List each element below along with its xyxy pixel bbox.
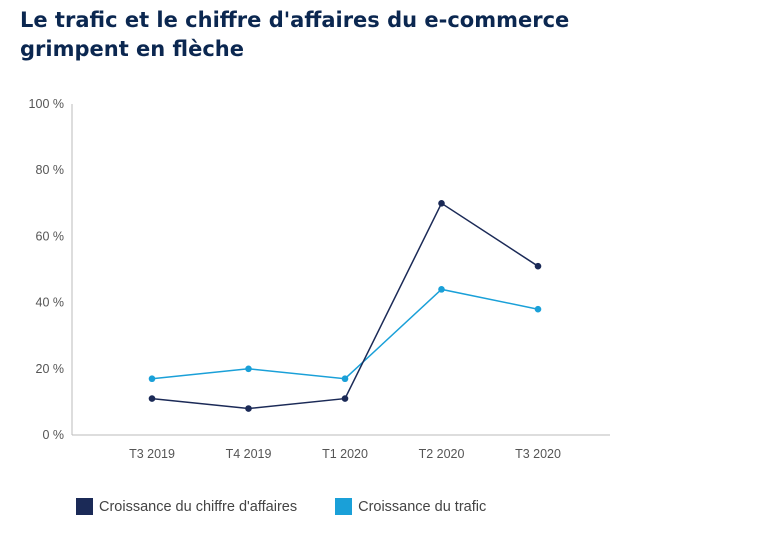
data-point-revenue	[534, 262, 542, 270]
y-tick-label: 100 %	[29, 97, 64, 111]
y-tick-label: 0 %	[42, 428, 64, 442]
legend-item-revenue: Croissance du chiffre d'affaires	[76, 498, 297, 515]
y-tick-label: 80 %	[36, 163, 65, 177]
x-tick-label: T4 2019	[226, 447, 272, 461]
x-tick-label: T3 2019	[129, 447, 175, 461]
y-tick-label: 40 %	[36, 296, 65, 310]
y-tick-label: 60 %	[36, 229, 65, 243]
data-point-traffic	[438, 286, 445, 293]
series-line-traffic	[151, 288, 539, 380]
legend: Croissance du chiffre d'affaires Croissa…	[76, 498, 524, 515]
data-point-traffic	[245, 365, 252, 373]
data-point-revenue	[148, 395, 156, 402]
data-point-traffic	[341, 375, 349, 383]
y-tick-label: 20 %	[36, 362, 65, 376]
legend-swatch-traffic	[335, 498, 353, 515]
legend-label-revenue: Croissance du chiffre d'affaires	[99, 498, 298, 515]
data-point-revenue	[341, 395, 349, 402]
legend-swatch-revenue	[76, 498, 93, 515]
legend-label-traffic: Croissance du trafic	[358, 498, 487, 515]
data-point-revenue	[438, 200, 445, 207]
x-tick-label: T1 2020	[322, 447, 368, 461]
x-tick-label: T3 2020	[515, 447, 561, 461]
chart-title: Le trafic et le chiffre d'affaires du e-…	[20, 8, 570, 61]
legend-item-traffic: Croissance du trafic	[335, 498, 486, 515]
data-point-traffic	[534, 305, 542, 313]
data-point-revenue	[245, 405, 252, 412]
data-point-traffic	[148, 375, 156, 383]
x-tick-label: T2 2020	[419, 447, 465, 461]
